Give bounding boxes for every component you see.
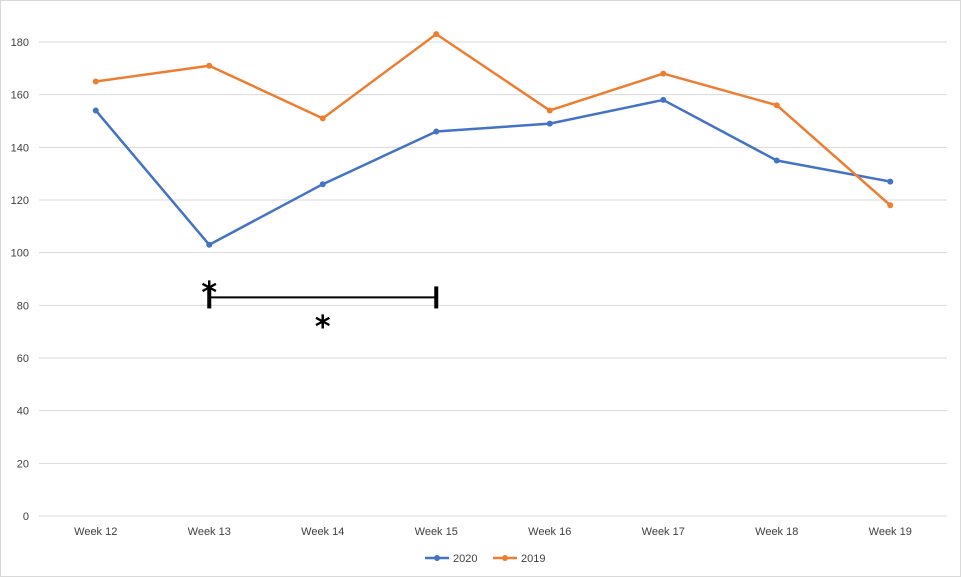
y-tick-label: 60: [17, 353, 29, 365]
data-point: [887, 178, 894, 185]
x-tick-label: Week 15: [415, 526, 458, 538]
data-point: [660, 96, 667, 103]
significance-star: *: [201, 276, 217, 311]
legend-label: 2020: [453, 553, 477, 565]
y-tick-label: 100: [11, 248, 29, 260]
legend-swatch-marker: [502, 555, 508, 561]
significance-star: *: [315, 310, 331, 345]
data-point: [433, 31, 440, 38]
legend-swatch-marker: [434, 555, 440, 561]
legend-item-2020: 2020: [425, 553, 477, 565]
data-point: [773, 102, 780, 109]
data-point: [546, 107, 553, 114]
data-point: [546, 120, 553, 127]
x-tick-label: Week 12: [74, 526, 117, 538]
data-point: [319, 181, 326, 188]
x-tick-label: Week 13: [188, 526, 231, 538]
y-tick-label: 40: [17, 406, 29, 418]
series-2019: [92, 31, 894, 209]
data-point: [887, 202, 894, 209]
legend-label: 2019: [521, 553, 545, 565]
x-tick-label: Week 16: [528, 526, 571, 538]
data-point: [206, 241, 213, 248]
legend: 2020 2019: [425, 553, 545, 565]
y-tick-label: 80: [17, 300, 29, 312]
data-point: [206, 62, 213, 69]
data-point: [773, 157, 780, 164]
data-point: [92, 78, 99, 85]
data-point: [660, 70, 667, 77]
x-tick-label: Week 17: [642, 526, 685, 538]
gridlines: [39, 41, 947, 517]
y-tick-label: 20: [17, 458, 29, 470]
x-tick-label: Week 18: [755, 526, 798, 538]
series-2020: [92, 96, 894, 248]
data-point: [92, 107, 99, 114]
x-tick-label: Week 19: [869, 526, 912, 538]
data-point: [433, 128, 440, 135]
y-tick-label: 180: [11, 37, 29, 49]
significance-annotation: **: [201, 276, 439, 345]
y-tick-label: 140: [11, 142, 29, 154]
series-line: [94, 98, 891, 247]
x-axis-tick-labels: Week 12 Week 13 Week 14 Week 15 Week 16 Week …: [74, 526, 912, 538]
y-tick-label: 160: [11, 90, 29, 102]
x-tick-label: Week 14: [301, 526, 344, 538]
legend-item-2019: 2019: [493, 553, 545, 565]
y-tick-label: 120: [11, 195, 29, 207]
series-lines: [92, 31, 894, 248]
y-axis-tick-labels: 0 20 40 60 80 100 120 140 160 180: [11, 37, 29, 523]
series-line: [95, 32, 892, 207]
y-tick-label: 0: [23, 511, 29, 523]
data-point: [319, 115, 326, 122]
